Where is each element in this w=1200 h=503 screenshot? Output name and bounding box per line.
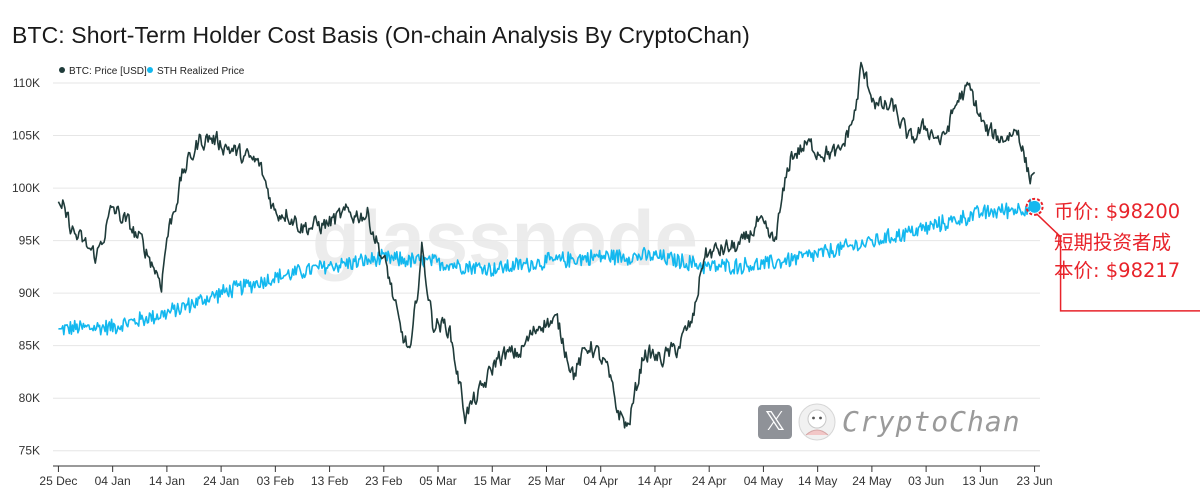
annotation-sth-line-1: 短期投资者成 <box>1054 231 1172 254</box>
x-tick-label: 14 Jan <box>149 474 185 488</box>
x-tick-label: 13 Jun <box>962 474 998 488</box>
x-tick-label: 24 Apr <box>692 474 727 488</box>
x-tick-label: 04 Jan <box>95 474 131 488</box>
x-tick-label: 13 Feb <box>311 474 349 488</box>
x-tick-label: 24 May <box>852 474 891 488</box>
avatar <box>798 403 836 441</box>
legend-swatch <box>147 67 153 73</box>
legend-label: BTC: Price [USD] <box>69 66 147 77</box>
y-tick-label: 95K <box>19 234 40 248</box>
y-tick-label: 100K <box>12 181 40 195</box>
annotation-sth-line-2: 本价: $98217 <box>1054 259 1181 282</box>
legend-swatch <box>59 67 65 73</box>
x-tick-label: 23 Jun <box>1017 474 1053 488</box>
x-tick-label: 25 Dec <box>39 474 77 488</box>
x-tick-label: 03 Feb <box>257 474 295 488</box>
x-tick-label: 24 Jan <box>203 474 239 488</box>
x-tick-label: 04 May <box>744 474 783 488</box>
x-tick-label: 04 Apr <box>583 474 618 488</box>
series-layer <box>57 61 1036 429</box>
highlight-circle <box>1025 197 1044 216</box>
y-tick-label: 85K <box>19 339 40 353</box>
x-tick-label: 14 Apr <box>638 474 673 488</box>
y-tick-label: 90K <box>19 286 40 300</box>
x-tick-label: 05 Mar <box>419 474 456 488</box>
x-axis: 25 Dec 04 Jan 14 Jan 24 Jan 03 Feb 13 Feb 23 F… <box>39 466 1053 488</box>
y-axis: 75K 80K 85K 90K 95K 100K 105K 110K <box>12 76 40 458</box>
annotation-callout-line <box>1036 213 1200 312</box>
last-point-dot <box>1028 200 1041 213</box>
y-tick-label: 80K <box>19 391 40 405</box>
legend-label: STH Realized Price <box>157 66 245 77</box>
cryptochan-watermark: 𝕏 CryptoChan <box>758 403 1028 443</box>
x-tick-label: 23 Feb <box>365 474 403 488</box>
x-logo-icon: 𝕏 <box>758 405 792 439</box>
marker-layer <box>1025 197 1200 312</box>
x-tick-label: 15 Mar <box>474 474 511 488</box>
x-tick-label: 14 May <box>798 474 837 488</box>
x-tick-label: 03 Jun <box>908 474 944 488</box>
brand-name: CryptoChan <box>842 405 1021 438</box>
x-tick-label: 25 Mar <box>528 474 565 488</box>
chart-title: BTC: Short-Term Holder Cost Basis (On-ch… <box>12 22 750 48</box>
sth-series-line <box>58 198 1035 336</box>
legend: BTC: Price [USD] STH Realized Price <box>59 66 245 77</box>
y-tick-label: 105K <box>12 129 40 143</box>
glassnode-watermark: glassnode <box>312 194 698 282</box>
y-tick-label: 110K <box>13 76 40 90</box>
annotation-price: 币价: $98200 <box>1054 200 1181 223</box>
y-tick-label: 75K <box>19 444 40 458</box>
price-series-line <box>57 61 1036 429</box>
